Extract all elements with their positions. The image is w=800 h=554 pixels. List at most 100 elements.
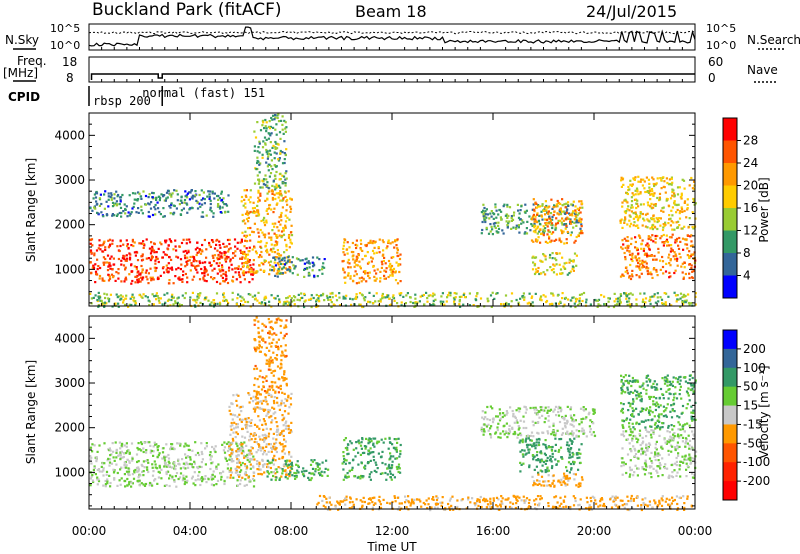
vel-cell bbox=[90, 456, 93, 459]
power-cell bbox=[364, 254, 367, 257]
vel-cell bbox=[116, 471, 119, 475]
vel-cell bbox=[346, 443, 350, 446]
power-cell bbox=[688, 256, 691, 259]
vel-cell bbox=[270, 471, 273, 474]
power-cell bbox=[277, 113, 280, 116]
vel-cell bbox=[268, 321, 271, 324]
power-cell bbox=[326, 296, 329, 299]
power-cell bbox=[135, 275, 138, 278]
power-cell bbox=[643, 253, 646, 256]
power-cell bbox=[272, 266, 275, 269]
vel-cell bbox=[483, 430, 486, 433]
power-cell bbox=[647, 267, 650, 270]
power-cell bbox=[656, 196, 659, 200]
power-cell bbox=[526, 302, 529, 305]
power-cell bbox=[268, 163, 271, 166]
power-cell bbox=[575, 216, 578, 219]
vel-cell bbox=[486, 405, 489, 409]
vel-cell bbox=[240, 441, 243, 444]
power-cell bbox=[280, 119, 283, 122]
power-cell bbox=[113, 197, 116, 200]
power-cell bbox=[270, 248, 273, 251]
vel-cell bbox=[489, 433, 492, 436]
power-cell bbox=[108, 244, 111, 248]
power-cell bbox=[370, 260, 373, 263]
power-cell bbox=[678, 186, 681, 189]
vel-cell bbox=[280, 475, 283, 478]
vel-cell bbox=[279, 404, 282, 407]
vel-cell bbox=[551, 452, 554, 455]
vel-cell bbox=[522, 420, 526, 423]
power-cell bbox=[654, 241, 657, 244]
vel-cell bbox=[520, 434, 523, 437]
vel-cell bbox=[569, 448, 572, 451]
power-cell bbox=[670, 176, 673, 179]
power-cell bbox=[686, 208, 689, 211]
power-cell bbox=[274, 147, 277, 150]
power-cell bbox=[104, 246, 107, 249]
power-cell bbox=[686, 247, 689, 250]
power-cell bbox=[659, 237, 662, 240]
power-cell bbox=[225, 257, 229, 260]
power-cell bbox=[686, 254, 689, 257]
power-cell bbox=[188, 191, 191, 194]
vel-cell bbox=[534, 421, 537, 424]
vel-cell bbox=[183, 445, 186, 448]
vel-cell bbox=[236, 448, 239, 451]
power-cell bbox=[279, 149, 282, 153]
power-cell bbox=[568, 261, 571, 264]
vel-cell bbox=[511, 427, 514, 430]
power-cell bbox=[687, 293, 690, 296]
vel-cell bbox=[202, 478, 205, 481]
power-cell bbox=[197, 296, 200, 299]
power-cell bbox=[354, 270, 357, 273]
power-cell bbox=[635, 202, 638, 205]
power-cell bbox=[691, 244, 694, 247]
power-cell bbox=[386, 245, 389, 248]
power-cell bbox=[116, 203, 119, 206]
power-cell bbox=[258, 180, 261, 183]
vel-cell bbox=[256, 468, 259, 471]
power-cell bbox=[286, 304, 290, 307]
power-cell bbox=[458, 295, 461, 299]
power-cell bbox=[288, 218, 291, 221]
power-cell bbox=[274, 256, 277, 259]
power-cell bbox=[101, 301, 104, 305]
power-cell bbox=[246, 262, 249, 265]
power-cell bbox=[637, 180, 640, 183]
power-cell bbox=[342, 247, 345, 250]
vel-cell bbox=[223, 451, 227, 454]
power-cell bbox=[691, 187, 694, 190]
vel-cell bbox=[275, 385, 278, 388]
power-cell bbox=[281, 272, 284, 275]
power-cell bbox=[371, 242, 374, 245]
power-cell bbox=[579, 220, 582, 223]
vel-cell bbox=[191, 449, 194, 452]
vel-cell bbox=[519, 432, 522, 435]
vel-cell bbox=[204, 463, 207, 466]
power-cell bbox=[659, 224, 662, 227]
power-cell bbox=[192, 298, 195, 302]
power-cell bbox=[220, 256, 223, 259]
power-cell bbox=[225, 204, 229, 207]
power-cell bbox=[575, 235, 578, 239]
power-cell bbox=[264, 245, 267, 248]
vel-cell bbox=[167, 464, 170, 467]
vel-cell bbox=[141, 464, 144, 468]
vel-cell bbox=[167, 470, 170, 473]
power-cell bbox=[476, 305, 479, 308]
vel-cell bbox=[311, 467, 315, 470]
power-cell bbox=[532, 213, 535, 216]
power-cell bbox=[346, 252, 349, 255]
power-cell bbox=[391, 296, 395, 299]
noise-right-tick-bottom: 10^0 bbox=[706, 39, 736, 52]
power-cell bbox=[316, 275, 319, 278]
power-cell bbox=[632, 194, 635, 197]
vel-cell bbox=[168, 462, 171, 465]
vel-cell bbox=[571, 451, 574, 455]
power-cell bbox=[495, 216, 498, 219]
power-cell bbox=[549, 230, 552, 233]
power-cell bbox=[294, 296, 297, 299]
vel-cell bbox=[274, 417, 277, 420]
power-cell bbox=[627, 185, 630, 189]
